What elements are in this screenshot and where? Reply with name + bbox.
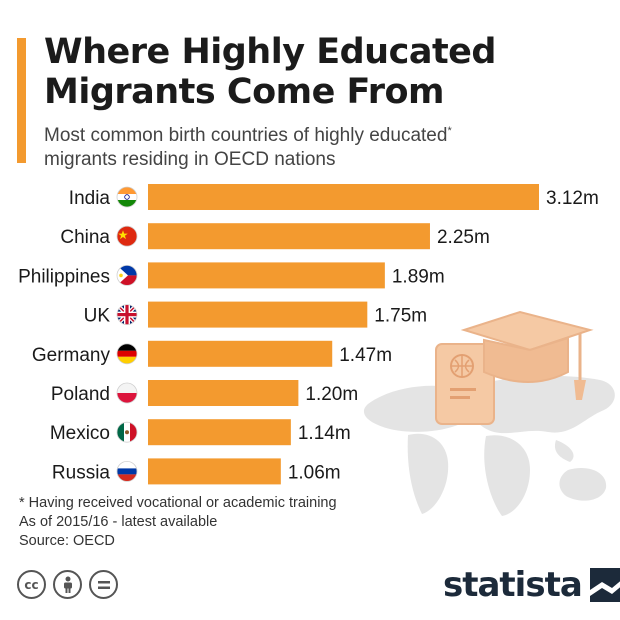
footnote-date: As of 2015/16 - latest available [19,514,218,530]
bar-mexico [148,419,291,446]
statista-logo[interactable]: statista [443,565,620,605]
bar-china [148,223,430,250]
license-icons: cc [17,570,118,599]
bar-russia [148,458,281,485]
title-line-1: Where Highly Educated [44,32,496,72]
value-label-philippines: 1.89m [392,266,445,287]
value-label-india: 3.12m [546,188,599,209]
uk-flag-icon [116,304,138,326]
subtitle-asterisk: * [447,125,452,137]
no-derivatives-icon[interactable] [89,570,118,599]
bar-uk [148,301,368,328]
subtitle: Most common birth countries of highly ed… [44,119,564,172]
category-label-india: India [69,188,111,209]
value-label-germany: 1.47m [339,345,392,366]
category-label-russia: Russia [52,462,111,483]
bar-germany [148,340,333,367]
logo-text: statista [443,565,583,605]
statista-logo-icon [589,568,620,602]
value-label-mexico: 1.14m [298,423,351,444]
value-label-china: 2.25m [437,227,490,248]
china-flag-icon [116,225,138,247]
footnotes: * Having received vocational or academic… [19,494,337,551]
philippines-flag-icon [116,265,138,286]
category-label-philippines: Philippines [18,266,110,287]
subtitle-line-1: Most common birth countries of highly ed… [44,125,448,146]
poland-flag-icon [116,382,138,404]
subtitle-line-2: migrants residing in OECD nations [44,149,336,170]
cc-icon[interactable]: cc [17,570,46,599]
value-label-russia: 1.06m [288,462,341,483]
page-title: Where Highly Educated Migrants Come From [44,32,604,112]
footnote-training: * Having received vocational or academic… [19,495,337,511]
germany-flag-icon [116,343,138,365]
attribution-icon[interactable] [53,570,82,599]
category-label-mexico: Mexico [50,423,110,444]
value-label-poland: 1.20m [305,384,358,405]
category-label-germany: Germany [32,345,111,366]
bar-india [148,184,539,210]
bar-philippines [148,262,385,289]
mexico-flag-icon [116,421,138,443]
category-label-uk: UK [84,306,111,327]
india-flag-icon [116,186,138,208]
source-note: Source: OECD [19,533,115,549]
category-label-china: China [60,227,110,248]
russia-flag-icon [116,460,138,482]
title-accent-bar [17,38,26,163]
bar-poland [148,380,299,406]
bar-chart: India 3.12m China 2.25m Philippines 1.89m UK 1.… [18,184,599,485]
category-label-poland: Poland [51,384,110,405]
title-line-2: Migrants Come From [44,72,445,112]
value-label-uk: 1.75m [374,306,427,327]
